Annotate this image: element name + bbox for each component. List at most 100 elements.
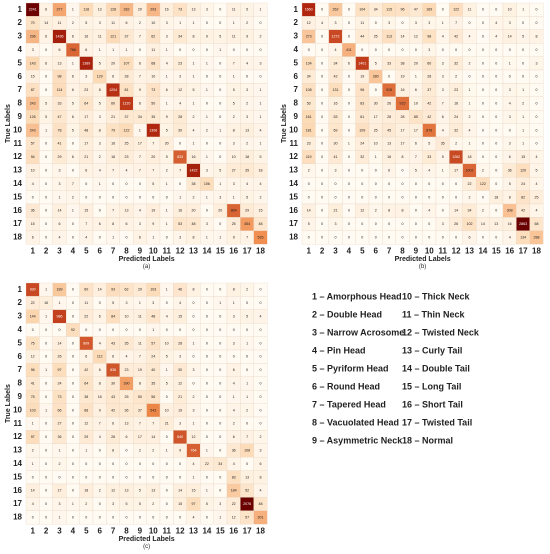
x-tick-label: 9	[138, 526, 143, 535]
x-tick-label: 13	[189, 246, 198, 255]
y-tick-label: 11	[290, 139, 299, 148]
cell-value: 0	[495, 155, 497, 159]
cell-value: 6	[72, 88, 74, 92]
cell-value: 81	[125, 88, 129, 92]
cell-value: 0	[206, 314, 208, 318]
cell-value: 0	[72, 475, 74, 479]
cell-value: 0	[321, 88, 323, 92]
cell-value: 1	[193, 142, 195, 146]
cell-value: 30	[178, 128, 182, 132]
cell	[253, 510, 268, 525]
cell-value: 0	[482, 195, 484, 199]
cell-value: 3	[335, 168, 337, 172]
y-tick-label: 12	[13, 432, 22, 441]
cell-value: 0	[99, 462, 101, 466]
cell-value: 0	[233, 328, 235, 332]
cell-value: 0	[260, 288, 262, 292]
cell-value: 16	[44, 301, 48, 305]
cell-value: 17	[401, 128, 405, 132]
cell-value: 17	[374, 115, 378, 119]
y-tick-label: 8	[18, 379, 23, 388]
cell-value: 0	[536, 128, 538, 132]
cell-value: 0	[375, 168, 377, 172]
cell-value: 1002	[466, 168, 474, 172]
cell-value: 6	[59, 222, 61, 226]
cell-value: 6	[126, 21, 128, 25]
cell-value: 4	[469, 34, 471, 38]
cell-value: 75	[31, 395, 35, 399]
cell-value: 1	[166, 222, 168, 226]
cell-value: 1	[522, 115, 524, 119]
cell-value: 2	[152, 448, 154, 452]
cell-value: 56	[151, 395, 155, 399]
cell-value: 1	[260, 8, 262, 12]
cell-value: 0	[495, 8, 497, 12]
cell-value: 5	[126, 502, 128, 506]
cell-value: 68	[84, 408, 88, 412]
x-tick-label: 7	[111, 526, 116, 535]
legend-item: 4 – Pin Head	[312, 345, 366, 355]
cell-value: 0	[321, 168, 323, 172]
cell-value: 28	[401, 115, 405, 119]
cell-value: 0	[402, 48, 404, 52]
cell-value: 4	[85, 235, 87, 239]
cell-value: 0	[482, 115, 484, 119]
cell-value: 16	[387, 155, 391, 159]
cell-value: 0	[495, 75, 497, 79]
x-tick-label: 9	[414, 246, 419, 255]
cell-value: 0	[428, 195, 430, 199]
cell-value: 3	[166, 34, 168, 38]
cell-value: 46	[178, 288, 182, 292]
cell-value: 102	[467, 222, 473, 226]
caption: (b)	[419, 264, 426, 270]
cell-value: 118	[83, 8, 89, 12]
cell-value: 15	[521, 155, 525, 159]
cell-value: 0	[260, 21, 262, 25]
cell-value: 1	[219, 128, 221, 132]
y-tick-label: 14	[289, 179, 298, 188]
y-tick-label: 4	[18, 325, 23, 334]
cell	[253, 230, 268, 245]
cell-value: 0	[45, 155, 47, 159]
cell-value: 48	[259, 502, 263, 506]
cell-value: 36	[232, 448, 236, 452]
cell-value: 0	[166, 195, 168, 199]
cell-value: 0	[206, 288, 208, 292]
cell-value: 64	[84, 381, 88, 385]
cell-value: 1422	[190, 168, 198, 172]
x-tick-label: 9	[138, 246, 143, 255]
cell-value: 22	[84, 314, 88, 318]
cell-value: 1	[193, 21, 195, 25]
cell-value: 0	[495, 101, 497, 105]
cell-value: 28	[178, 341, 182, 345]
cell-value: 20	[138, 8, 142, 12]
cell-value: 73	[178, 8, 182, 12]
cell-value: 0	[348, 128, 350, 132]
x-tick-label: 14	[202, 246, 211, 255]
cell-value: 126	[30, 115, 36, 119]
cell-value: 18	[494, 195, 498, 199]
cell-value: 3	[246, 115, 248, 119]
x-tick-label: 17	[243, 246, 252, 255]
cell-value: 0	[99, 209, 101, 213]
y-tick-label: 8	[18, 99, 23, 108]
cell-value: 36	[125, 408, 129, 412]
cell-value: 0	[45, 88, 47, 92]
cell-value: 0	[206, 515, 208, 519]
cell-value: 21	[111, 115, 115, 119]
cell-value: 0	[388, 75, 390, 79]
cell-value: 3	[260, 61, 262, 65]
cell-value: 1120	[123, 101, 131, 105]
cell-value: 48	[151, 314, 155, 318]
cell-value: 12	[31, 355, 35, 359]
cell-value: 18	[259, 168, 263, 172]
cell-value: 0	[246, 301, 248, 305]
cell-value: 35	[125, 341, 129, 345]
cell-value: 5	[72, 101, 74, 105]
cell-value: 4	[99, 341, 101, 345]
cell-value: 2	[233, 422, 235, 426]
cell-value: 4	[428, 209, 430, 213]
cell-value: 1262	[452, 155, 460, 159]
y-tick-label: 17	[13, 219, 22, 228]
cell-value: 0	[206, 368, 208, 372]
